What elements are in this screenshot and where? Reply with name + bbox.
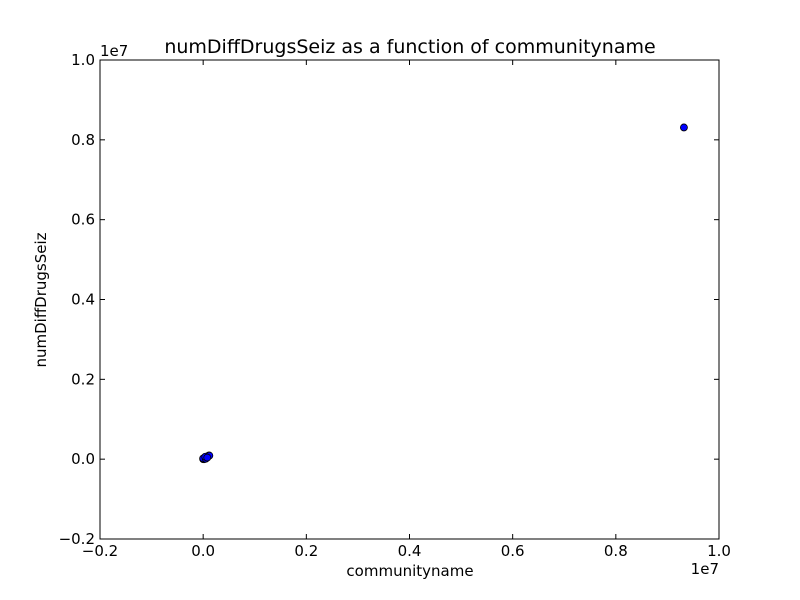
x-tick-label: −0.2 — [82, 542, 118, 560]
chart-title: numDiffDrugsSeiz as a function of commun… — [164, 36, 655, 58]
x-axis-label: communityname — [346, 562, 473, 580]
x-tick-label: 0.4 — [398, 542, 422, 560]
y-tick-label: 0.4 — [71, 291, 95, 309]
x-tick-label: 1.0 — [707, 542, 731, 560]
y-tick-label: −0.2 — [59, 530, 95, 548]
plot-frame — [99, 59, 720, 540]
x-tick-label: 0.0 — [191, 542, 215, 560]
y-axis-offset-label: 1e7 — [100, 42, 128, 60]
x-axis-ticks: −0.2 0.0 0.2 0.4 0.6 0.8 1.0 — [82, 60, 731, 560]
data-point — [203, 453, 212, 462]
y-tick-label: 0.2 — [71, 370, 95, 388]
y-tick-label: 0.0 — [71, 450, 95, 468]
y-axis-ticks: −0.2 0.0 0.2 0.4 0.6 0.8 1.0 — [59, 51, 719, 548]
y-tick-label: 0.8 — [71, 131, 95, 149]
x-tick-label: 0.8 — [604, 542, 628, 560]
y-axis-label: numDiffDrugsSeiz — [32, 232, 50, 367]
x-tick-label: 0.2 — [294, 542, 318, 560]
y-tick-label: 1.0 — [71, 51, 95, 69]
data-point — [680, 123, 688, 132]
plot-points — [199, 123, 688, 464]
x-axis-offset-label: 1e7 — [691, 560, 719, 578]
x-tick-label: 0.6 — [501, 542, 525, 560]
y-tick-label: 0.6 — [71, 211, 95, 229]
